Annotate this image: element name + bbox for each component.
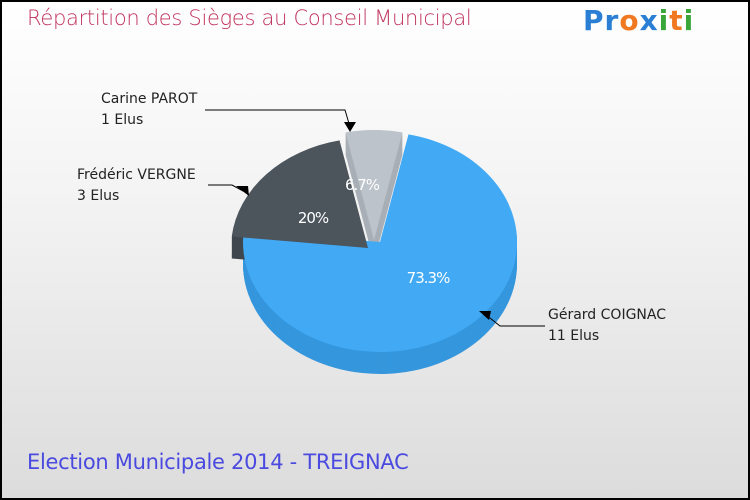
leader-lines [205,109,545,327]
legend-parot: Carine PAROT 1 Elus [101,89,197,131]
seats: 3 Elus [77,188,120,204]
leader-line-parot [205,109,351,128]
pie-slice-coignac[interactable] [242,134,517,352]
pct-label-parot: 6.7% [345,176,380,194]
pct-label-coignac: 73.3% [407,269,450,287]
arrowhead-vergne [236,186,249,196]
name: Frédéric VERGNE [77,167,196,183]
chart-subtitle: Election Municipale 2014 - TREIGNAC [27,450,409,474]
chart-title: Répartition des Sièges au Conseil Munici… [27,6,472,30]
leader-line-coignac [484,313,545,327]
legend-coignac: Gérard COIGNAC 11 Elus [548,305,666,347]
legend-vergne: Frédéric VERGNE 3 Elus [77,165,196,207]
pie-slice-vergne[interactable] [231,140,368,248]
seats: 11 Elus [548,328,600,344]
pie-slice-parot[interactable] [345,130,403,240]
arrowhead-parot [344,122,356,132]
seats: 1 Elus [101,112,144,128]
name: Carine PAROT [101,91,198,107]
name: Gérard COIGNAC [548,307,666,323]
arrowheads [236,122,491,320]
arrowhead-coignac [479,311,491,320]
pct-label-vergne: 20% [298,209,329,227]
proxiti-logo[interactable]: Proxiti [583,4,695,37]
leader-line-vergne [208,184,246,193]
